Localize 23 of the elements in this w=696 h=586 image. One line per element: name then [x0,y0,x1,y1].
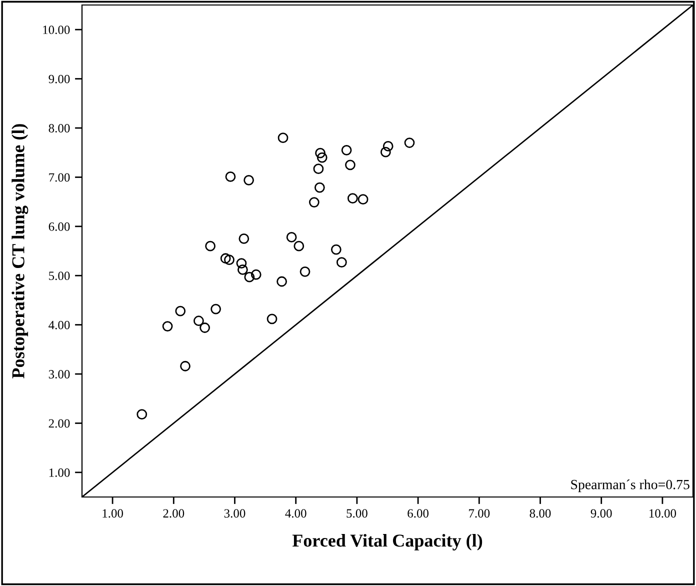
x-tick-label: 1.00 [102,509,124,518]
x-tick-label: 6.00 [408,509,429,518]
x-tick-label: 2.00 [163,509,184,518]
y-tick-label: 9.00 [48,74,70,84]
y-tick-label: 3.00 [48,370,70,379]
y-tick-label: 4.00 [48,320,70,330]
x-tick-label: 5.00 [346,509,368,518]
y-tick-label: 8.00 [48,124,70,133]
y-tick-label: 6.00 [48,222,70,231]
y-tick-label: 1.00 [49,468,70,477]
x-tick-label: 4.00 [285,509,306,518]
x-tick-label: 10.00 [649,509,676,518]
x-axis-title: Forced Vital Capacity (l) [292,534,482,550]
y-axis-title: Postoperative CT lung volume (l) [12,124,28,378]
y-tick-label: 2.00 [48,419,70,428]
y-tick-label: 5.00 [49,272,70,280]
y-tick-label: 7.00 [49,173,70,182]
annotation: Spearman´s rho=0.75 [571,479,690,492]
x-tick-label: 3.00 [224,509,246,518]
x-tick-label: 9.00 [590,509,612,518]
y-tick-label: 10.00 [43,26,70,34]
x-tick-label: 8.00 [530,509,551,518]
x-tick-label: 7.00 [469,509,490,518]
